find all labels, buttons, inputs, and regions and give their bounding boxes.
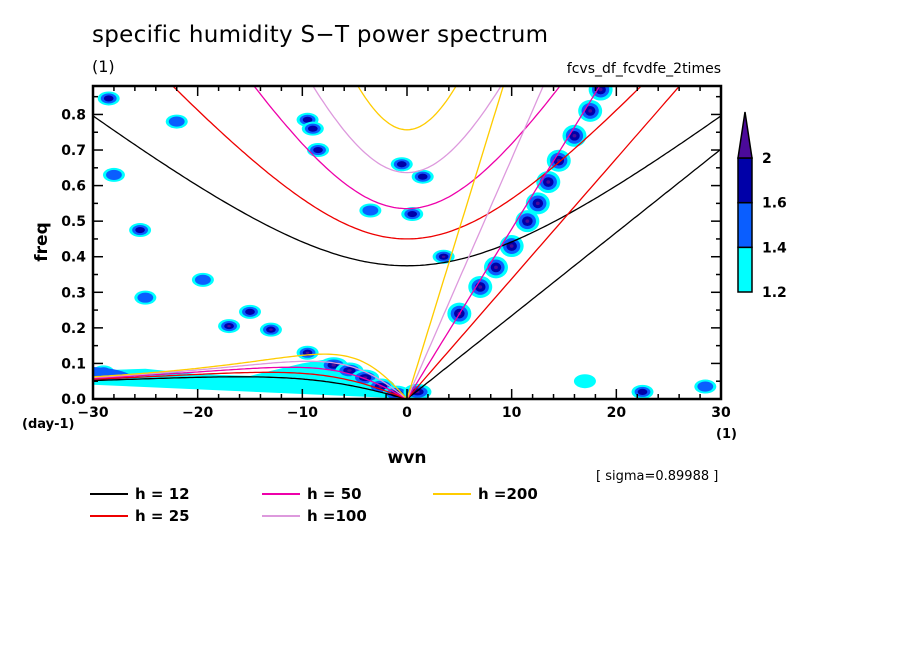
contour-blob bbox=[525, 219, 530, 223]
contour-blob bbox=[509, 244, 514, 248]
rossby-curve bbox=[93, 360, 408, 399]
contour-blob bbox=[227, 324, 231, 328]
kelvin-curve bbox=[406, 86, 505, 399]
contour-blob bbox=[407, 210, 418, 218]
kelvin-curve bbox=[406, 148, 721, 399]
x-tick-label: 10 bbox=[502, 405, 522, 421]
legend-label: h = 50 bbox=[307, 485, 362, 503]
inertia-gravity-curve bbox=[357, 86, 457, 131]
inertia-gravity-curve bbox=[312, 86, 502, 174]
colorbar-segment bbox=[737, 246, 753, 293]
contour-blob bbox=[194, 274, 211, 285]
dispersion-curves bbox=[93, 86, 721, 399]
x-tick-label: −20 bbox=[182, 405, 213, 421]
chart-subtitle: fcvs_df_fcvdfe_2times bbox=[566, 61, 721, 77]
kelvin-curve bbox=[406, 86, 601, 399]
contour-blob bbox=[307, 125, 318, 132]
contour-blob bbox=[598, 87, 603, 92]
colorbar-label: 1.6 bbox=[762, 196, 787, 212]
x-tick-label: 20 bbox=[607, 405, 627, 421]
contour-blob bbox=[106, 169, 122, 180]
contour-blob bbox=[347, 369, 352, 372]
legend-label: h =200 bbox=[478, 485, 538, 503]
rossby-curve bbox=[93, 353, 408, 399]
contour-blob bbox=[535, 201, 540, 206]
contour-blob bbox=[572, 134, 577, 138]
contour-blob bbox=[103, 95, 114, 102]
contour-blob bbox=[588, 109, 593, 113]
y-tick-label: 0.4 bbox=[61, 250, 86, 266]
colorbar-segment bbox=[737, 157, 753, 204]
y-tick-label: 0.6 bbox=[61, 179, 86, 195]
chart-title: specific humidity S−T power spectrum bbox=[92, 22, 549, 48]
contour-blob bbox=[441, 255, 446, 258]
y-unit-label: (1) bbox=[92, 57, 115, 76]
contour-blob bbox=[494, 265, 498, 270]
contour-blob bbox=[546, 180, 551, 184]
rossby-curve bbox=[93, 376, 408, 399]
contour-blob bbox=[302, 116, 313, 123]
inertia-gravity-curve bbox=[93, 115, 721, 267]
kelvin-curve bbox=[406, 86, 544, 399]
contour-blob bbox=[573, 374, 596, 389]
legend: h = 12 h = 25 h = 50 h =100 h =200 bbox=[90, 485, 538, 525]
contour-blob bbox=[697, 381, 714, 392]
contour-blob bbox=[313, 146, 323, 154]
contour-blob bbox=[137, 292, 154, 303]
y-tick-label: 0.5 bbox=[61, 214, 86, 230]
contour-blob bbox=[478, 285, 483, 289]
y-tick-label: 0.3 bbox=[61, 285, 86, 301]
x-tick-label: −30 bbox=[77, 405, 108, 421]
y-tick-label: 0.0 bbox=[61, 392, 86, 408]
rossby-curve bbox=[93, 366, 408, 399]
rossby-curve bbox=[93, 371, 408, 399]
contour-blob bbox=[168, 116, 185, 127]
contour-layer bbox=[93, 86, 717, 399]
x-tick-label: −10 bbox=[287, 405, 318, 421]
y-tick-label: 0.1 bbox=[61, 356, 86, 372]
x-axis-unit: (1) bbox=[716, 427, 737, 442]
legend-label: h = 25 bbox=[135, 507, 190, 525]
contour-blob bbox=[396, 161, 407, 168]
inertia-gravity-curve bbox=[171, 86, 643, 240]
contour-blob bbox=[305, 351, 310, 354]
x-axis-title: wvn bbox=[388, 448, 427, 468]
contour-blob bbox=[417, 173, 428, 180]
y-axis-title: freq bbox=[32, 222, 52, 261]
y-tick-label: 0.2 bbox=[61, 321, 86, 337]
axis-ticks bbox=[92, 86, 722, 400]
legend-label: h = 12 bbox=[135, 485, 190, 503]
x-tick-label: 0 bbox=[402, 405, 412, 421]
colorbar: 1.2 1.4 1.6 2 bbox=[737, 111, 787, 301]
y-tick-label: 0.7 bbox=[61, 143, 86, 159]
contour-blob bbox=[362, 205, 379, 216]
colorbar-label: 2 bbox=[762, 151, 772, 167]
plot-frame bbox=[91, 84, 723, 401]
colorbar-label: 1.4 bbox=[762, 240, 787, 256]
x-tick-label: 30 bbox=[711, 405, 731, 421]
contour-blob bbox=[637, 388, 648, 395]
kelvin-curve bbox=[406, 86, 681, 399]
contour-blob bbox=[245, 308, 255, 315]
contour-blob bbox=[135, 226, 145, 234]
y-axis-unit: (day-1) bbox=[22, 417, 74, 432]
colorbar-segment bbox=[737, 201, 753, 249]
inertia-gravity-curve bbox=[253, 86, 561, 210]
sigma-annotation: [ sigma=0.89988 ] bbox=[596, 469, 719, 484]
colorbar-extend-triangle bbox=[737, 111, 753, 159]
contour-blob bbox=[331, 363, 336, 367]
legend-label: h =100 bbox=[307, 507, 367, 525]
y-tick-label: 0.8 bbox=[61, 107, 86, 123]
contour-blob bbox=[269, 328, 273, 331]
colorbar-label: 1.2 bbox=[762, 285, 787, 301]
